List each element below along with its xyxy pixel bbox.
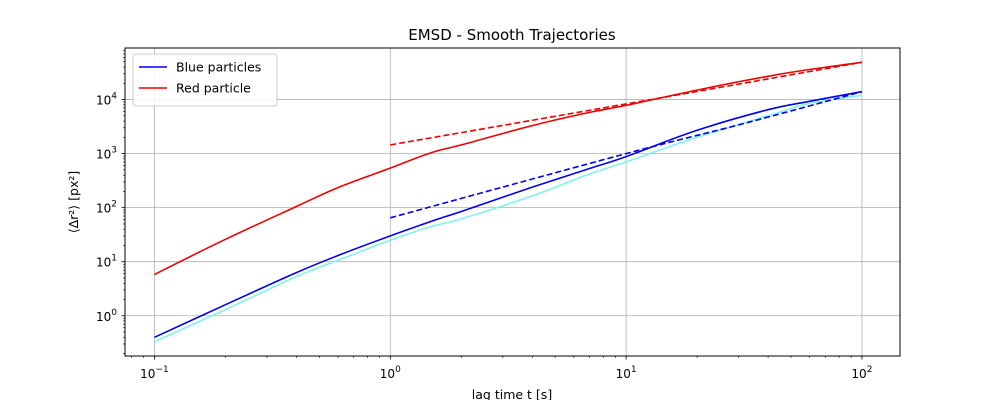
legend: Blue particles Red particle (133, 54, 277, 106)
y-tick-label: 103 (96, 146, 117, 162)
y-tick-label: 101 (96, 254, 117, 270)
series-line-1 (155, 92, 862, 338)
x-tick-label: 10−1 (140, 365, 169, 381)
x-tick-label: 100 (380, 365, 401, 381)
x-tick-label: 102 (851, 365, 872, 381)
y-tick-label: 102 (96, 200, 117, 216)
y-tick-label: 104 (96, 92, 117, 108)
x-axis-label: lag time t [s] (472, 387, 552, 400)
y-axis-label: ⟨Δr²⟩ [px²] (66, 171, 81, 234)
x-tick-label: 101 (616, 365, 637, 381)
y-tick-label: 100 (96, 308, 117, 324)
legend-label: Red particle (176, 81, 251, 96)
legend-label: Blue particles (176, 60, 261, 75)
chart-title: EMSD - Smooth Trajectories (408, 26, 616, 44)
